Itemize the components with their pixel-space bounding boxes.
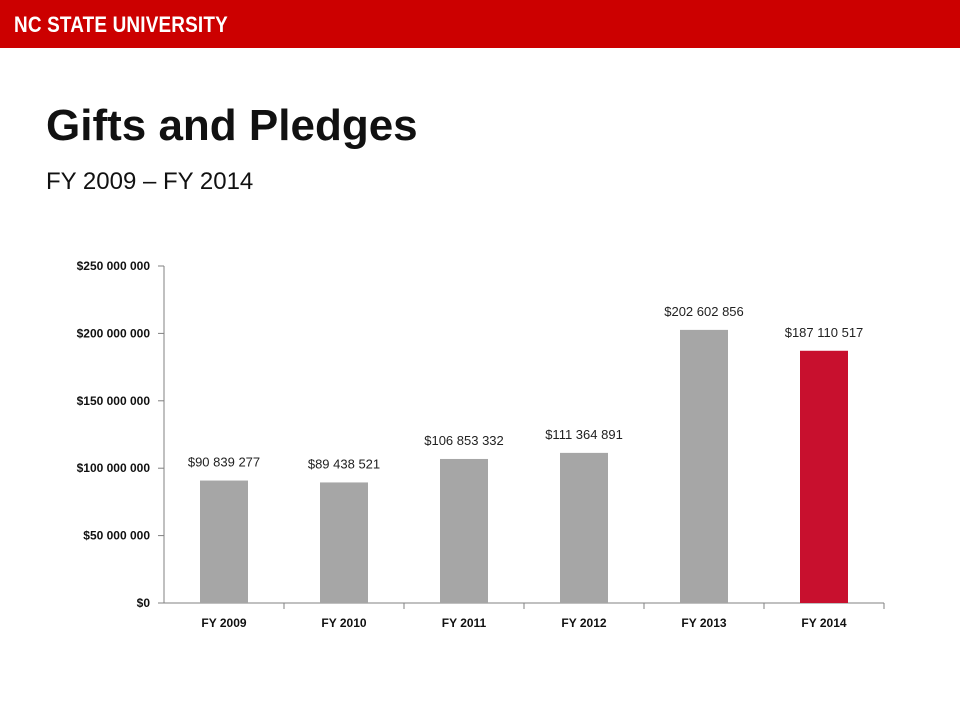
data-label: $111 364 891 (545, 427, 623, 442)
bar-fy-2012 (560, 452, 608, 603)
y-tick-label: $250 000 000 (77, 259, 151, 273)
bar-fy-2014 (800, 350, 848, 603)
university-logo-text: NC STATE UNIVERSITY (14, 12, 228, 37)
y-tick-label: $100 000 000 (77, 461, 151, 475)
page-subtitle: FY 2009 – FY 2014 (46, 168, 254, 195)
bar-fy-2011 (440, 458, 488, 603)
y-tick-label: $150 000 000 (77, 394, 151, 408)
x-tick-label: FY 2014 (801, 616, 846, 630)
y-tick-label: $50 000 000 (83, 529, 150, 543)
data-label: $202 602 856 (664, 304, 744, 319)
page-title: Gifts and Pledges (46, 101, 418, 150)
data-label: $106 853 332 (424, 433, 504, 448)
bar-fy-2009 (200, 480, 248, 603)
data-label: $89 438 521 (308, 456, 380, 471)
header-bar: NC STATE UNIVERSITY (0, 0, 960, 48)
x-tick-label: FY 2011 (442, 616, 487, 630)
data-label: $187 110 517 (785, 325, 864, 340)
data-label: $90 839 277 (188, 455, 260, 470)
x-tick-label: FY 2012 (561, 616, 606, 630)
x-tick-label: FY 2009 (201, 616, 246, 630)
bar-fy-2010 (320, 482, 368, 603)
y-tick-label: $200 000 000 (77, 326, 151, 340)
y-tick-label: $0 (137, 596, 151, 610)
x-tick-label: FY 2010 (321, 616, 366, 630)
bar-fy-2013 (680, 329, 728, 603)
x-tick-label: FY 2013 (681, 616, 726, 630)
